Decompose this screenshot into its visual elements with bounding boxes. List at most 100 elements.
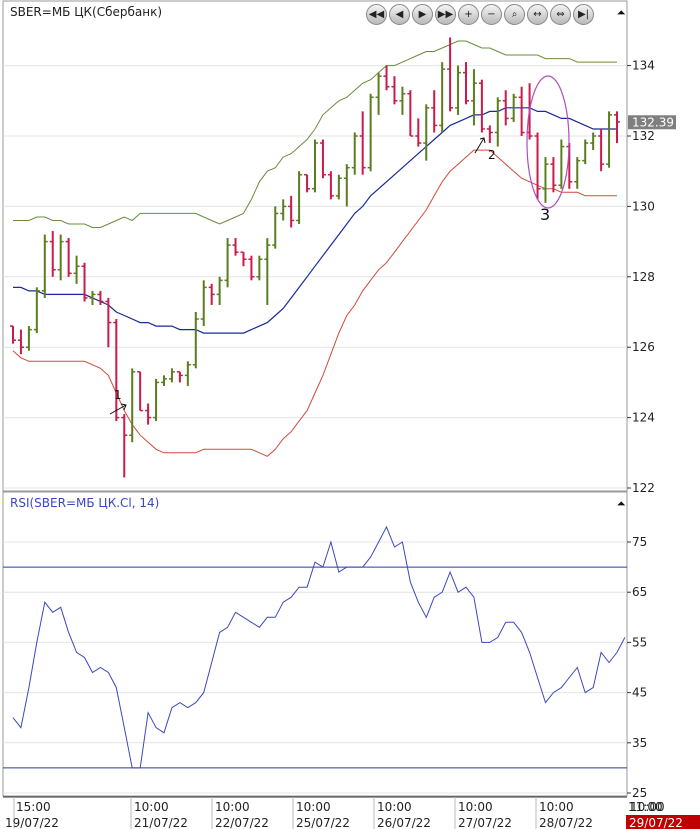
scroll-end-button[interactable]: ▶▶: [435, 4, 456, 25]
double-left-arrow-icon: ◀◀: [368, 9, 385, 20]
price-bar: [359, 111, 366, 175]
left-arrow-icon: ◀: [395, 9, 404, 20]
x-date-label: 26/07/22: [377, 816, 431, 829]
price-bar: [17, 329, 24, 355]
compress-horizontal-button[interactable]: ↔: [527, 4, 548, 25]
price-bar: [415, 118, 422, 147]
price-bar: [431, 90, 438, 133]
price-bar: [375, 72, 382, 115]
price-bar: [248, 255, 255, 281]
price-bar: [161, 375, 167, 386]
x-date-label: 22/07/22: [215, 816, 269, 829]
bollinger-middle-line: [13, 107, 617, 334]
bollinger-lower-line: [12, 149, 617, 457]
price-tick-label: 124: [632, 411, 655, 425]
price-bar: [510, 93, 517, 122]
x-date-label: 29/07/22: [629, 816, 683, 829]
scroll-start-button[interactable]: ◀◀: [366, 4, 387, 25]
price-bar: [89, 290, 96, 305]
price-bar: [304, 173, 311, 193]
rsi-collapse-icon[interactable]: ⏶: [616, 497, 626, 510]
price-tick-label: 132: [632, 129, 655, 143]
expand-horizontal-button[interactable]: ⇔: [550, 4, 571, 25]
x-time-label: 11:00: [628, 800, 663, 814]
rsi-tick-label: 75: [632, 535, 647, 549]
rsi-tick-label: 65: [632, 585, 647, 599]
annotation-arrow-2: [474, 137, 486, 154]
x-time-label: 10:00: [377, 800, 412, 814]
price-tick-label: 134: [632, 59, 655, 73]
price-bar: [351, 132, 358, 175]
price-bar: [41, 234, 48, 298]
rsi-tick-label: 25: [632, 786, 647, 800]
scroll-right-button[interactable]: ▶: [412, 4, 433, 25]
price-bar: [10, 325, 16, 344]
price-bar: [145, 403, 152, 425]
x-time-label: 10:00: [458, 800, 493, 814]
price-bar: [232, 238, 239, 256]
price-bar: [33, 287, 40, 334]
price-bar: [367, 93, 374, 172]
price-bar: [407, 90, 414, 137]
scroll-last-button[interactable]: ▶|: [573, 4, 594, 25]
price-bar: [574, 157, 581, 189]
current-date-badge: [626, 815, 700, 829]
price-bar: [606, 111, 613, 168]
price-bar: [518, 86, 525, 136]
zoom-in-button[interactable]: +: [458, 4, 479, 25]
price-bar: [343, 164, 350, 207]
last-price-label: 132.39: [632, 115, 674, 129]
x-date-label: 19/07/22: [5, 816, 59, 829]
x-date-label: 21/07/22: [134, 816, 188, 829]
price-bar: [73, 255, 80, 284]
last-price-badge: [628, 115, 676, 130]
price-bar: [455, 65, 462, 115]
price-collapse-icon[interactable]: ⏶: [616, 6, 626, 19]
price-bar: [590, 132, 597, 151]
price-bar: [470, 69, 477, 126]
x-time-label: 10:00: [215, 800, 250, 814]
price-bar: [582, 139, 589, 165]
annotation-marker-1: 1: [114, 388, 122, 402]
price-bar: [200, 280, 207, 327]
price-bar: [105, 297, 112, 348]
price-bar: [447, 37, 454, 112]
right-end-arrow-icon: ▶|: [577, 9, 590, 20]
expand-horizontal-icon: ⇔: [556, 9, 565, 20]
price-bar: [598, 128, 605, 172]
price-bar: [319, 139, 326, 179]
x-date-label: 27/07/22: [458, 816, 512, 829]
price-tick-label: 122: [632, 481, 655, 495]
x-date-label: 28/07/22: [539, 816, 593, 829]
price-bar: [168, 368, 175, 383]
price-bar: [97, 290, 104, 305]
price-bar: [256, 255, 263, 281]
price-bar: [502, 90, 509, 126]
price-bar: [121, 414, 128, 478]
price-bar: [49, 231, 56, 277]
scroll-left-button[interactable]: ◀: [389, 4, 410, 25]
price-bar: [550, 157, 557, 193]
price-bar: [296, 171, 303, 224]
price-bar: [335, 174, 342, 200]
x-time-label: 10:00: [630, 800, 665, 814]
highlight-ellipse: [526, 75, 570, 209]
price-bar: [383, 65, 390, 91]
rsi-pane-title: RSI(SBER=МБ ЦК.Cl, 14): [10, 496, 160, 510]
rsi-tick-label: 35: [632, 736, 647, 750]
zoom-out-button[interactable]: −: [481, 4, 502, 25]
chart-toolbar: ◀◀ ◀ ▶ ▶▶ + − ⌕ ↔ ⇔ ▶|: [366, 4, 594, 26]
annotation-marker-2: 2: [488, 148, 496, 162]
zoom-fit-button[interactable]: ⌕: [504, 4, 525, 25]
price-bar: [614, 111, 620, 144]
double-right-arrow-icon: ▶▶: [437, 9, 454, 20]
price-bar: [280, 199, 287, 221]
price-bar: [208, 283, 215, 305]
x-time-label: 10:00: [539, 800, 574, 814]
magnifier-icon: ⌕: [511, 9, 518, 20]
price-bar: [184, 361, 191, 386]
price-bar: [391, 76, 398, 105]
price-bar: [272, 206, 279, 249]
x-time-label: 10:00: [296, 800, 331, 814]
